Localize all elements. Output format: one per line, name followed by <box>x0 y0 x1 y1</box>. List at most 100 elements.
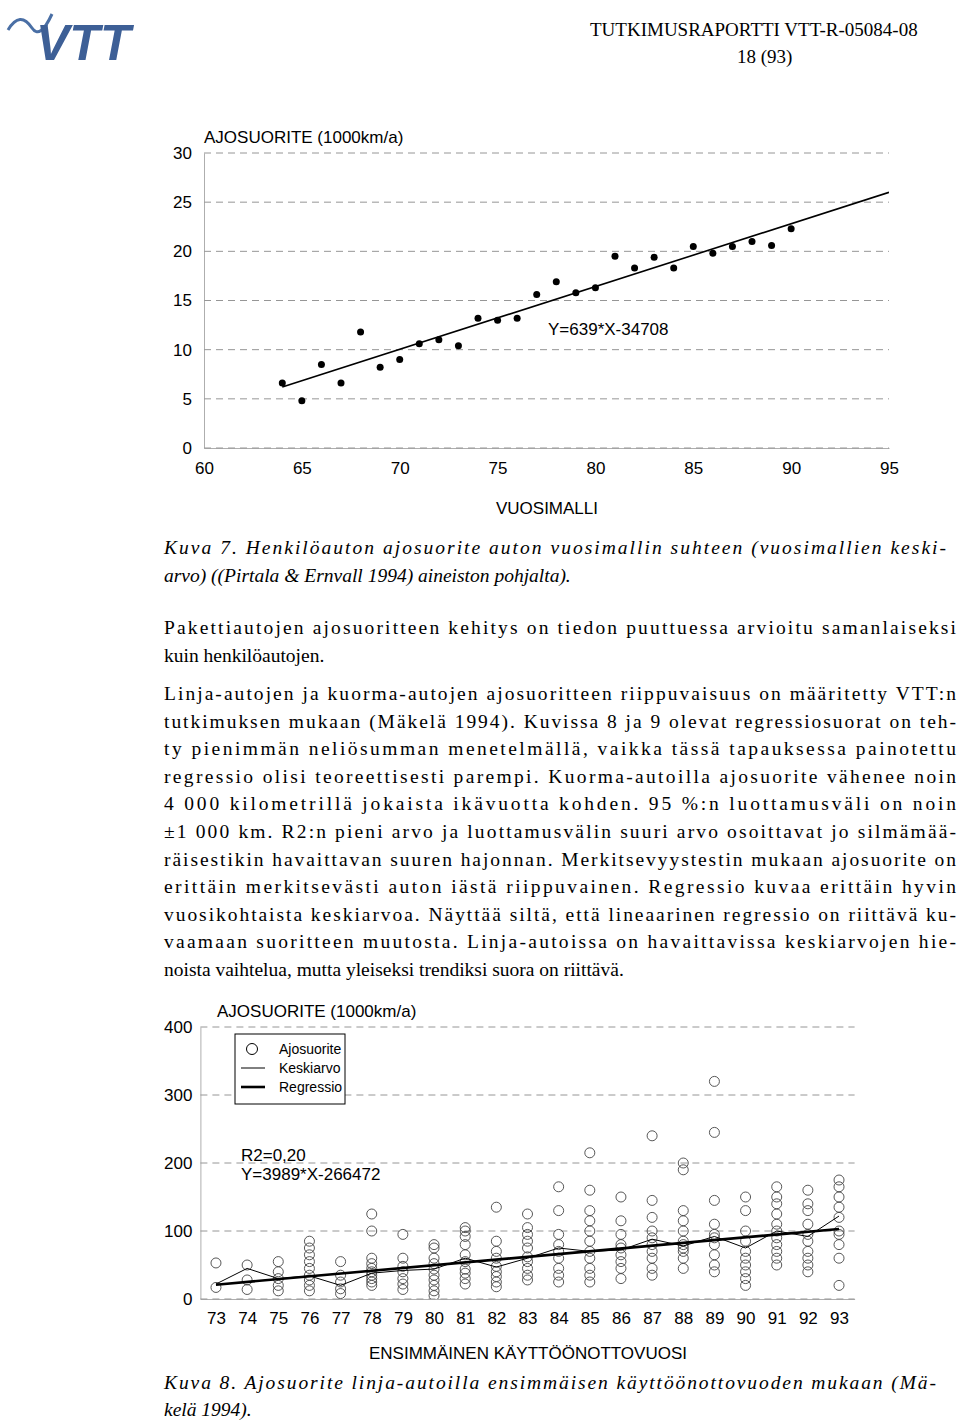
background <box>0 0 960 1421</box>
x-axis-tick: 73 <box>207 1299 226 1328</box>
paragraph-line: vaamaan suoritteen muutosta. Linja-autoi… <box>164 931 956 952</box>
y-axis-tick: 20 <box>173 242 204 261</box>
paragraph-line: regressio olisi teoreettisesti parempi. … <box>164 766 956 787</box>
point <box>772 1209 782 1219</box>
point <box>834 1202 844 1212</box>
point <box>631 265 638 272</box>
caption-line: Kuva 7. Henkilöauton ajosuorite auton vu… <box>163 537 946 559</box>
paragraph-line: Linja-autojen ja kuorma-autojen ajosuori… <box>164 683 956 704</box>
y-axis-tick-label: 5 <box>183 390 192 409</box>
grid-line <box>200 1299 854 1300</box>
x-axis-tick: 92 <box>799 1299 818 1328</box>
point <box>491 1236 501 1246</box>
point <box>585 1185 595 1195</box>
point <box>647 1195 657 1205</box>
point <box>585 1226 595 1236</box>
point <box>834 1229 844 1239</box>
x-axis-title: ENSIMMÄINEN KÄYTTÖÖNOTTOVUOSI <box>369 1344 687 1363</box>
point <box>585 1236 595 1246</box>
point <box>460 1240 470 1250</box>
point <box>678 1263 688 1273</box>
x-axis-tick: 74 <box>238 1299 257 1328</box>
line-series <box>216 1229 839 1285</box>
chart-title: AJOSUORITE (1000km/a) <box>204 128 403 147</box>
legend: AjosuoriteKeskiarvoRegressio <box>235 1034 345 1104</box>
x-axis-tick: 82 <box>487 1299 506 1328</box>
y-axis-line <box>204 154 205 449</box>
y-axis-tick: 15 <box>173 291 204 310</box>
grid-line <box>204 153 889 154</box>
y-axis-tick: 100 <box>164 1222 200 1241</box>
point <box>690 243 697 250</box>
legend-box <box>235 1034 345 1104</box>
point <box>678 1216 688 1226</box>
page: VTTTUTKIMUSRAPORTTI VTT-R-05084-0818 (93… <box>0 0 960 1421</box>
y-axis-tick-label: 200 <box>164 1154 192 1173</box>
x-axis-tick-label: 70 <box>391 459 410 478</box>
point <box>455 342 462 349</box>
x-axis-tick-label: 95 <box>880 459 899 478</box>
x-axis-line <box>201 1299 855 1300</box>
header: VTTTUTKIMUSRAPORTTI VTT-R-05084-0818 (93… <box>8 14 918 71</box>
x-axis-tick-label: 90 <box>737 1309 756 1328</box>
x-axis-tick-label: 90 <box>782 459 801 478</box>
y-axis-tick-label: 0 <box>183 1290 192 1309</box>
scatter-series <box>279 225 795 404</box>
y-axis-tick-label: 400 <box>164 1018 192 1037</box>
x-axis-tick: 75 <box>489 448 508 478</box>
x-axis-tick-label: 81 <box>456 1309 475 1328</box>
grid <box>200 1027 854 1299</box>
point <box>211 1258 221 1268</box>
point <box>533 291 540 298</box>
grid-line <box>204 300 889 301</box>
paragraph-line: vuosikohtaista keskiarvoa. Näyttää siltä… <box>164 904 956 925</box>
point <box>647 1212 657 1222</box>
point <box>678 1206 688 1216</box>
point <box>772 1182 782 1192</box>
x-axis-tick-label: 87 <box>643 1309 662 1328</box>
x-axis-tick-label: 76 <box>300 1309 319 1328</box>
grid-line <box>200 1231 854 1232</box>
annotation: Y=3989*X-266472 <box>241 1165 380 1184</box>
x-axis-tick-label: 92 <box>799 1309 818 1328</box>
x-axis-tick-label: 89 <box>705 1309 724 1328</box>
x-axis-tick: 90 <box>737 1299 756 1328</box>
point <box>553 278 560 285</box>
point <box>304 1286 314 1296</box>
x-axis-tick: 86 <box>612 1299 631 1328</box>
x-axis-tick-label: 85 <box>581 1309 600 1328</box>
point <box>647 1270 657 1280</box>
point <box>670 265 677 272</box>
paragraph-line: räisestikin havaittavan suuren hajonnan.… <box>164 849 956 870</box>
point <box>709 1127 719 1137</box>
chart: 0510152025306065707580859095AJOSUORITE (… <box>173 128 899 518</box>
point <box>772 1260 782 1270</box>
paragraph-line: Pakettiautojen ajosuoritteen kehitys on … <box>164 617 957 638</box>
point <box>491 1202 501 1212</box>
y-axis: 0100200300400 <box>164 1018 201 1309</box>
y-axis-tick-label: 30 <box>173 144 192 163</box>
legend-label: Regressio <box>279 1079 342 1095</box>
x-axis-tick-label: 80 <box>586 459 605 478</box>
y-axis-tick: 200 <box>164 1154 200 1173</box>
caption: Kuva 7. Henkilöauton ajosuorite auton vu… <box>163 537 946 587</box>
point <box>377 364 384 371</box>
point <box>834 1212 844 1222</box>
point <box>514 315 521 322</box>
x-axis-tick-label: 86 <box>612 1309 631 1328</box>
legend-label: Ajosuorite <box>279 1041 341 1057</box>
point <box>709 1195 719 1205</box>
point <box>554 1206 564 1216</box>
x-axis-tick: 80 <box>586 448 605 478</box>
grid-line <box>204 202 889 203</box>
point <box>678 1226 688 1236</box>
point <box>554 1182 564 1192</box>
point <box>585 1206 595 1216</box>
point <box>834 1240 844 1250</box>
point <box>612 253 619 260</box>
x-axis-tick: 91 <box>768 1299 787 1328</box>
point <box>772 1199 782 1209</box>
point <box>647 1253 657 1263</box>
paragraph: Linja-autojen ja kuorma-autojen ajosuori… <box>164 683 956 980</box>
x-axis-tick: 80 <box>425 1299 444 1328</box>
